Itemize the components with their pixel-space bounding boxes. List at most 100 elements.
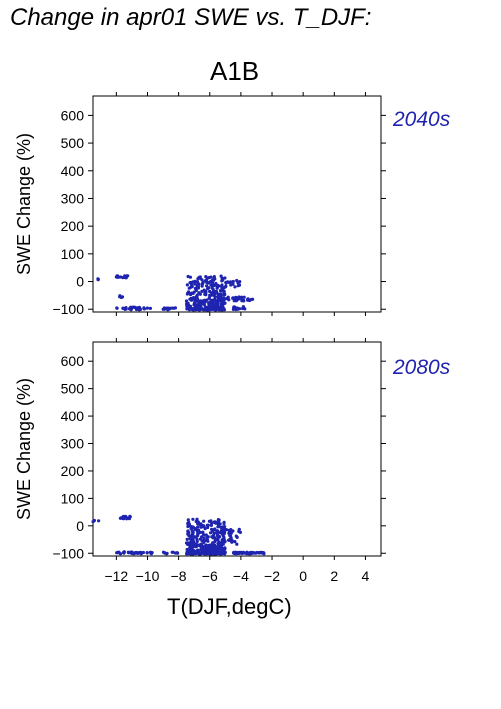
- data-point: [209, 531, 213, 535]
- data-point: [190, 525, 194, 529]
- data-point: [193, 297, 197, 301]
- data-point: [135, 551, 139, 555]
- data-point: [224, 280, 229, 285]
- data-point: [197, 275, 201, 279]
- x-tick-label: 4: [362, 568, 370, 584]
- data-point: [207, 296, 211, 300]
- data-point: [190, 537, 194, 542]
- data-point: [189, 548, 193, 552]
- data-point: [195, 280, 200, 284]
- data-point: [186, 542, 190, 546]
- data-point: [185, 552, 189, 556]
- y-tick-label: 0: [76, 518, 84, 534]
- data-point: [213, 521, 217, 525]
- data-point: [203, 527, 207, 531]
- data-point: [211, 283, 215, 287]
- data-point: [251, 551, 255, 555]
- data-point: [241, 551, 246, 555]
- data-point: [240, 298, 244, 302]
- data-point: [228, 538, 232, 543]
- period-label-2040s: 2040s: [392, 108, 451, 131]
- data-point: [222, 535, 226, 539]
- data-point: [115, 551, 119, 555]
- data-point: [235, 298, 239, 302]
- x-tick-label: −2: [264, 568, 280, 584]
- data-point: [97, 519, 101, 523]
- data-point: [216, 538, 220, 542]
- data-point: [231, 279, 235, 284]
- y-tick-label: 500: [61, 381, 85, 397]
- y-tick-label: −100: [52, 545, 84, 561]
- data-point: [216, 283, 220, 287]
- y-tick-label: −100: [52, 301, 84, 317]
- data-point: [202, 524, 206, 528]
- data-point: [205, 284, 209, 288]
- data-point: [119, 275, 123, 279]
- data-point: [190, 533, 194, 537]
- y-axis-label: SWE Change (%): [14, 378, 34, 520]
- data-point: [216, 533, 220, 538]
- x-tick-label: −10: [136, 568, 160, 584]
- data-point: [185, 305, 189, 310]
- y-tick-label: 300: [61, 436, 85, 452]
- data-point: [254, 551, 258, 555]
- y-tick-label: 600: [61, 353, 85, 369]
- data-point: [197, 531, 201, 535]
- data-point: [208, 289, 212, 293]
- data-point: [124, 306, 128, 310]
- data-point: [212, 302, 217, 306]
- data-point: [204, 533, 208, 537]
- data-point: [235, 542, 239, 546]
- data-point: [127, 551, 131, 555]
- data-point: [200, 289, 204, 293]
- data-point: [193, 308, 197, 312]
- y-tick-label: 100: [61, 246, 85, 262]
- data-point: [204, 291, 208, 295]
- data-point: [185, 283, 189, 287]
- data-point: [205, 523, 210, 527]
- data-point: [233, 285, 237, 289]
- data-point: [215, 529, 219, 533]
- data-point: [200, 539, 204, 543]
- data-point: [223, 540, 227, 544]
- data-point: [188, 275, 192, 279]
- data-point: [194, 535, 198, 539]
- data-point: [231, 529, 235, 533]
- data-point: [121, 306, 125, 310]
- data-point: [206, 539, 210, 543]
- data-point: [131, 305, 135, 309]
- data-point: [189, 541, 193, 546]
- data-point: [221, 297, 225, 301]
- data-point: [209, 523, 213, 528]
- data-point: [189, 285, 193, 289]
- data-point: [213, 527, 217, 531]
- data-point: [200, 284, 204, 288]
- data-point: [163, 551, 167, 555]
- data-point: [224, 284, 228, 288]
- data-point: [119, 516, 123, 520]
- y-tick-label: 100: [61, 490, 85, 506]
- data-point: [195, 520, 200, 524]
- data-point: [223, 530, 227, 534]
- data-point: [187, 531, 191, 535]
- data-point: [185, 537, 189, 542]
- data-point: [145, 306, 149, 310]
- plot-frame-2080s: [92, 341, 382, 557]
- data-point: [221, 306, 225, 310]
- y-tick-label: 600: [61, 107, 85, 123]
- data-point: [194, 286, 198, 290]
- data-point: [237, 530, 241, 534]
- data-point: [196, 525, 200, 529]
- data-point: [195, 283, 199, 287]
- data-point: [134, 306, 138, 310]
- data-point: [219, 302, 223, 306]
- data-point: [237, 283, 242, 287]
- data-point: [239, 295, 244, 299]
- page-title: Change in apr01 SWE vs. T_DJF:: [10, 4, 372, 31]
- data-point: [219, 292, 223, 296]
- data-point: [233, 540, 237, 544]
- data-point: [209, 293, 213, 297]
- data-point: [137, 305, 141, 309]
- data-point: [212, 277, 216, 281]
